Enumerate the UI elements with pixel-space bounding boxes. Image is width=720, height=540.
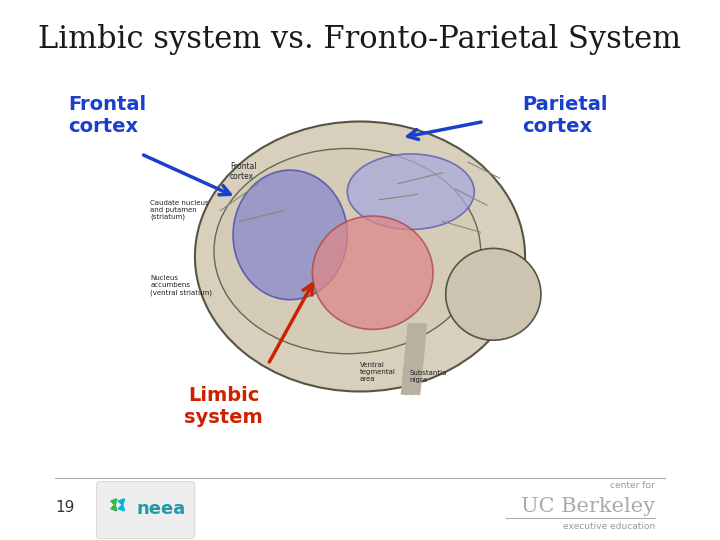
Text: Frontal
cortex: Frontal cortex <box>68 94 146 136</box>
Text: Limbic system vs. Fronto-Parietal System: Limbic system vs. Fronto-Parietal System <box>38 24 682 55</box>
Ellipse shape <box>347 154 474 230</box>
Text: Limbic
system: Limbic system <box>184 386 263 427</box>
Text: Ventral
tegmental
area: Ventral tegmental area <box>360 362 396 382</box>
Text: Parietal
cortex: Parietal cortex <box>522 94 608 136</box>
Text: Frontal
cortex: Frontal cortex <box>230 162 256 181</box>
Text: center for: center for <box>611 481 655 490</box>
Ellipse shape <box>446 248 541 340</box>
Ellipse shape <box>312 216 433 329</box>
FancyBboxPatch shape <box>96 482 195 538</box>
Ellipse shape <box>214 148 481 354</box>
Ellipse shape <box>195 122 525 392</box>
Text: neea: neea <box>137 500 186 518</box>
Text: Nucleus
accumbens
(ventral striatum): Nucleus accumbens (ventral striatum) <box>150 275 212 296</box>
Ellipse shape <box>233 170 347 300</box>
Text: Substantia
nigra: Substantia nigra <box>410 370 447 383</box>
Text: UC Berkeley: UC Berkeley <box>521 497 655 516</box>
Text: executive education: executive education <box>563 522 655 531</box>
Text: 19: 19 <box>55 500 75 515</box>
Text: Caudate nucleus
and putamen
(striatum): Caudate nucleus and putamen (striatum) <box>150 200 209 220</box>
